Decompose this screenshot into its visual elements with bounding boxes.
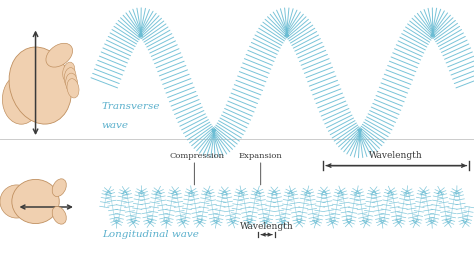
Ellipse shape	[64, 68, 76, 87]
Ellipse shape	[65, 73, 78, 92]
Text: Wavelength: Wavelength	[369, 151, 423, 160]
Ellipse shape	[9, 47, 72, 124]
Text: Compression: Compression	[169, 152, 224, 160]
Text: Wavelength: Wavelength	[240, 222, 293, 231]
Ellipse shape	[67, 79, 79, 98]
Text: Longitudinal wave: Longitudinal wave	[102, 230, 199, 240]
Text: wave: wave	[102, 121, 129, 131]
Ellipse shape	[52, 206, 66, 224]
Ellipse shape	[2, 75, 40, 124]
Ellipse shape	[0, 185, 33, 218]
Ellipse shape	[52, 179, 66, 197]
Ellipse shape	[12, 179, 59, 224]
Ellipse shape	[63, 62, 75, 81]
Text: Transverse: Transverse	[102, 102, 160, 111]
Text: Expansion: Expansion	[239, 152, 283, 160]
Ellipse shape	[46, 43, 73, 67]
